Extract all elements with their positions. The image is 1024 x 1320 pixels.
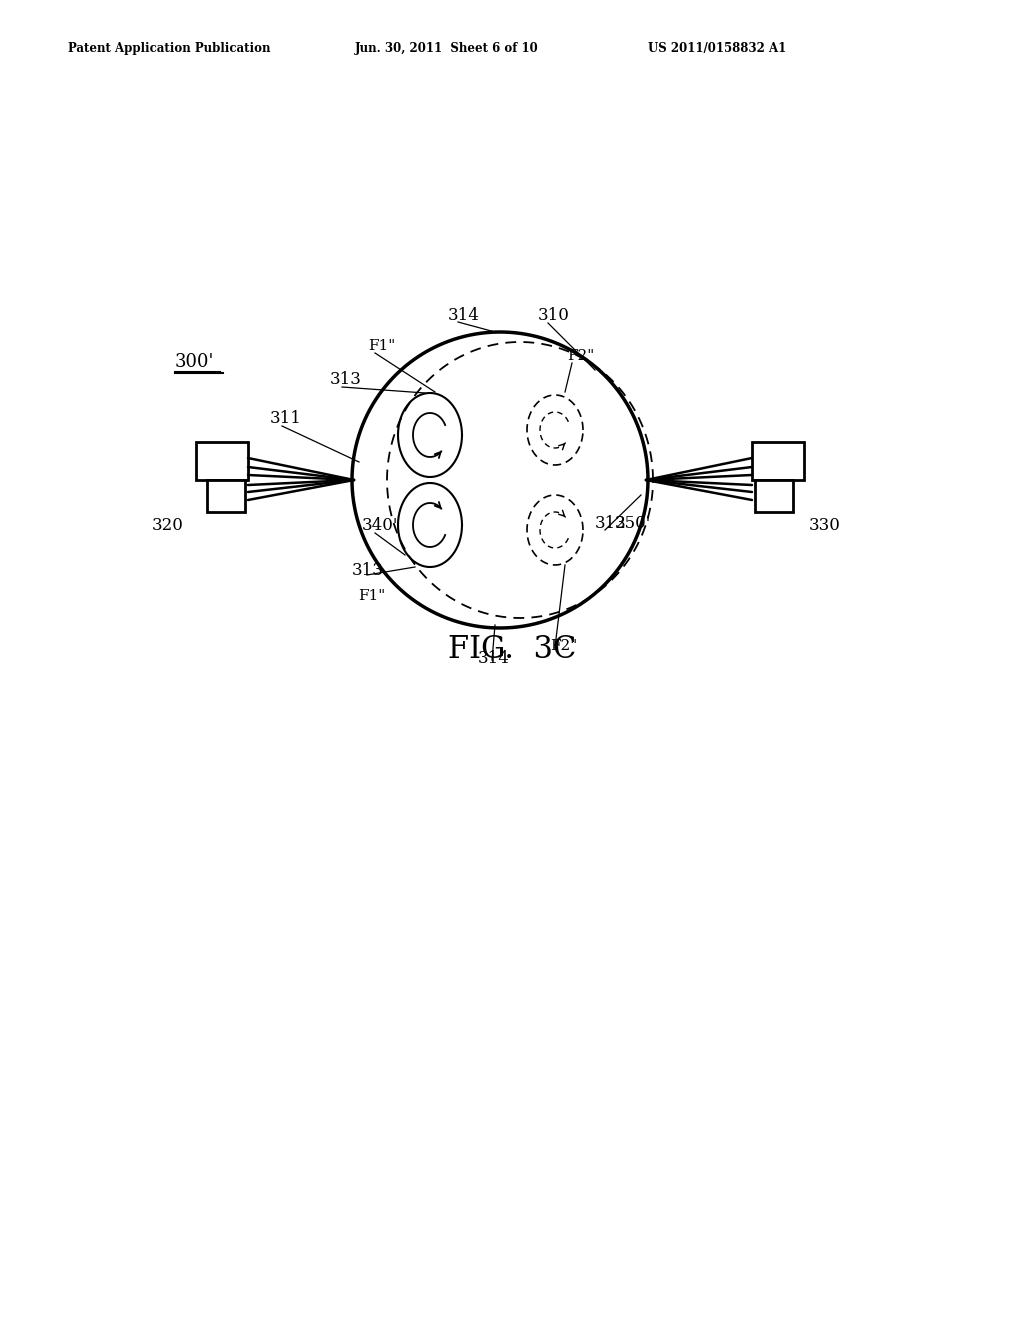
Text: 313: 313: [330, 371, 361, 388]
Text: F2": F2": [567, 348, 594, 363]
Text: 312: 312: [595, 515, 627, 532]
Bar: [196, 442, 248, 480]
Text: F1": F1": [368, 339, 395, 352]
Text: 314: 314: [449, 308, 480, 323]
Text: Patent Application Publication: Patent Application Publication: [68, 42, 270, 55]
Text: 310: 310: [538, 308, 570, 323]
Text: 350': 350': [615, 515, 651, 532]
Text: 320: 320: [153, 517, 184, 535]
Text: Jun. 30, 2011  Sheet 6 of 10: Jun. 30, 2011 Sheet 6 of 10: [355, 42, 539, 55]
Bar: [207, 480, 245, 512]
Text: 340': 340': [362, 517, 398, 535]
Text: 314: 314: [478, 649, 510, 667]
Text: 330: 330: [809, 517, 841, 535]
Text: FIG.  3C: FIG. 3C: [447, 635, 577, 665]
Text: F2": F2": [550, 639, 578, 653]
Text: 300': 300': [175, 352, 214, 371]
Text: F1": F1": [358, 589, 385, 603]
Text: 311: 311: [270, 411, 302, 426]
Text: 313: 313: [352, 562, 384, 579]
Bar: [752, 442, 804, 480]
Text: US 2011/0158832 A1: US 2011/0158832 A1: [648, 42, 786, 55]
Bar: [755, 480, 793, 512]
